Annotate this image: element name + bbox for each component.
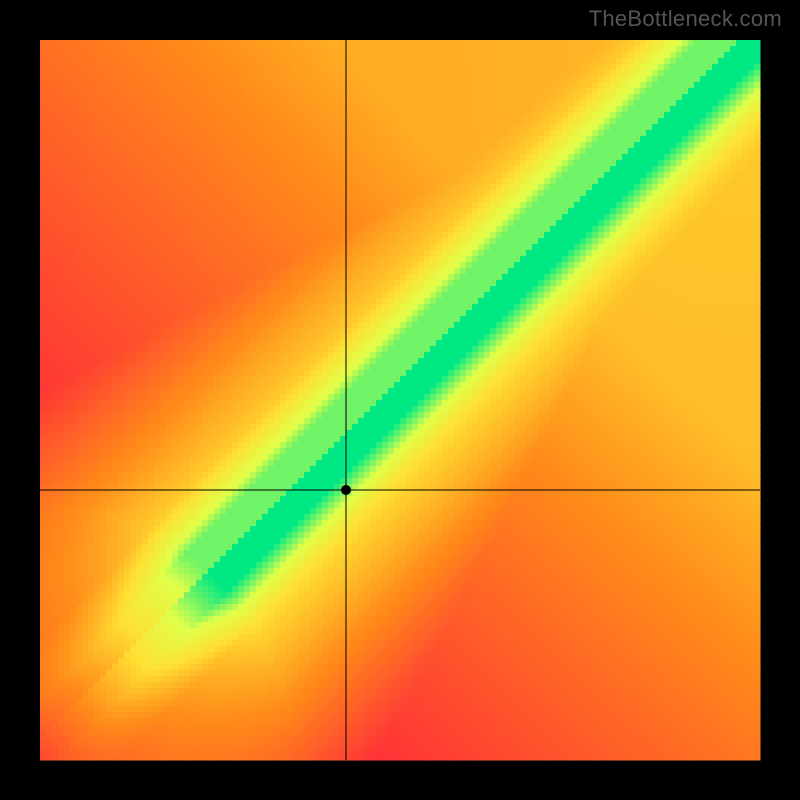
watermark-text: TheBottleneck.com [589,6,782,32]
bottleneck-heatmap [0,0,800,800]
